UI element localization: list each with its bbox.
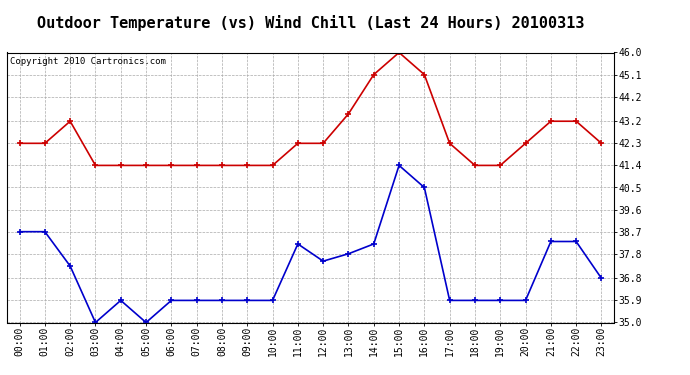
Text: Copyright 2010 Cartronics.com: Copyright 2010 Cartronics.com (10, 57, 166, 66)
Text: Outdoor Temperature (vs) Wind Chill (Last 24 Hours) 20100313: Outdoor Temperature (vs) Wind Chill (Las… (37, 15, 584, 31)
